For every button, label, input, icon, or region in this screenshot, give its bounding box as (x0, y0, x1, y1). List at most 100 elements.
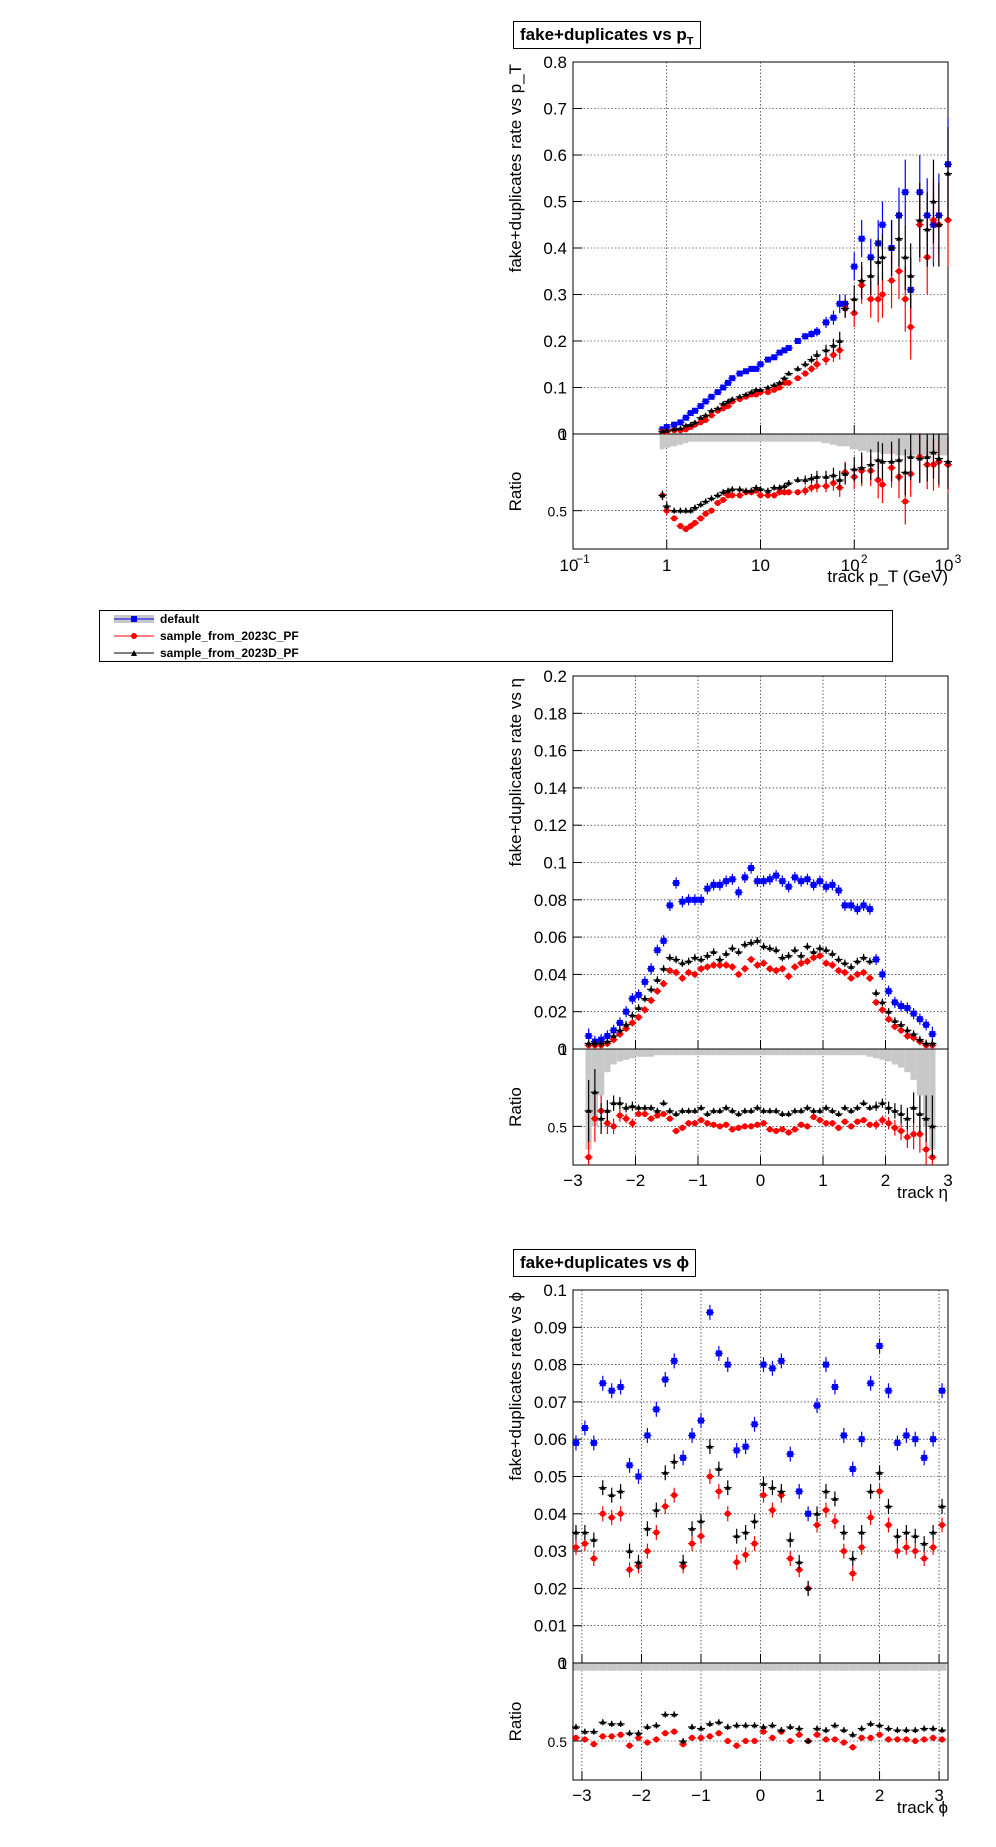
ratio-point-2023c (804, 1123, 811, 1130)
data-point-default (902, 189, 909, 196)
data-point-default (753, 365, 760, 372)
ratio-point-2023d (791, 1107, 798, 1113)
data-point-default (660, 937, 667, 944)
y-axis-title: fake+duplicates rate vs η (506, 678, 525, 867)
ratio-point-2023d (867, 1720, 874, 1726)
y-tick-label: 0.8 (543, 53, 567, 72)
data-point-2023c (741, 965, 748, 972)
ratio-band-bin (829, 1049, 836, 1056)
ratio-point-2023c (791, 1126, 798, 1133)
data-point-2023d (679, 960, 686, 966)
legend-symbol-2023d (114, 650, 154, 656)
ratio-point-2023d (663, 503, 670, 509)
data-point-default (748, 865, 755, 872)
ratio-point-2023c (708, 507, 715, 514)
ratio-band-bin (791, 1049, 798, 1056)
ratio-band-bin (816, 1049, 823, 1056)
y-tick-label: 0.7 (543, 100, 567, 119)
ratio-band-bin (804, 1049, 811, 1056)
data-point-2023c (835, 967, 842, 974)
ratio-band-bin (803, 1663, 813, 1671)
ratio-point-2023d (691, 504, 698, 510)
data-point-default (585, 1032, 592, 1039)
ratio-point-2023d (598, 1115, 605, 1121)
ratio-band-bin (729, 1049, 736, 1056)
y-tick-label: 0.12 (534, 816, 567, 835)
data-point-2023d (626, 1548, 633, 1554)
ratio-band-bin (884, 1663, 893, 1671)
legend: default sample_from_2023C_PF sample_from… (99, 610, 893, 662)
data-point-2023d (842, 305, 849, 311)
data-point-2023d (851, 296, 858, 302)
data-point-default (930, 1436, 937, 1443)
ratio-band-bin (730, 434, 736, 442)
pt-title-text: fake+duplicates vs p (520, 25, 687, 44)
y-tick-label: 0.3 (543, 286, 567, 305)
ratio-band-bin (910, 1663, 920, 1671)
ratio-point-2023c (764, 492, 771, 499)
ratio-band-bin (723, 1663, 733, 1671)
data-point-2023c (644, 1548, 651, 1555)
ratio-band-bin (678, 1663, 688, 1671)
data-point-default (840, 1432, 847, 1439)
ratio-point-2023d (610, 1100, 617, 1106)
data-point-2023c (867, 296, 874, 303)
data-point-2023c (742, 1551, 749, 1558)
data-point-2023d (930, 1529, 937, 1535)
ratio-band-bin (742, 434, 749, 442)
ratio-band-bin (725, 434, 731, 442)
data-point-2023d (898, 1021, 905, 1027)
legend-entry-2023c: sample_from_2023C_PF (104, 628, 504, 644)
data-point-2023d (873, 990, 880, 996)
x-tick-label: 3 (943, 1171, 952, 1190)
data-point-2023d (635, 1559, 642, 1565)
data-point-default (823, 319, 830, 326)
data-point-2023c (702, 417, 709, 424)
y-tick-label: 0 (558, 1654, 567, 1673)
ratio-point-2023c (779, 1126, 786, 1133)
ratio-band-bin (703, 434, 709, 442)
ratio-point-2023d (644, 1723, 651, 1729)
ratio-band-bin (830, 1663, 840, 1671)
ratio-band-bin (648, 1049, 655, 1057)
y-tick-label: 0.04 (534, 1505, 567, 1524)
ratio-point-2023c (662, 1730, 669, 1737)
ratio-point-2023c (585, 1154, 592, 1161)
data-point-2023d (835, 956, 842, 962)
data-point-2023d (714, 405, 721, 411)
data-point-2023d (715, 1466, 722, 1472)
data-point-default (729, 375, 736, 382)
ratio-point-2023c (773, 1127, 780, 1134)
data-point-2023d (599, 1484, 606, 1490)
data-point-default (923, 1021, 930, 1028)
data-point-default (710, 881, 717, 888)
ratio-point-2023d (794, 477, 801, 482)
ratio-point-2023c (660, 1110, 667, 1117)
ratio-point-2023c (848, 1123, 855, 1130)
ratio-band-bin (629, 1049, 636, 1059)
data-point-2023d (671, 1458, 678, 1464)
data-point-2023d (720, 400, 727, 406)
data-point-2023c (903, 1544, 910, 1551)
data-point-default (704, 885, 711, 892)
data-point-default (662, 1376, 669, 1383)
x-tick-label: 10 (560, 556, 579, 575)
ratio-point-2023c (787, 1738, 794, 1744)
data-point-default (791, 874, 798, 881)
data-point-2023d (888, 245, 895, 250)
ratio-point-2023d (835, 1110, 842, 1116)
data-point-2023d (773, 947, 780, 953)
data-point-2023c (599, 1510, 606, 1517)
ratio-point-2023c (813, 483, 820, 490)
data-point-default (898, 1003, 905, 1010)
x-tick-label: 3 (934, 1786, 943, 1805)
ratio-band-bin (705, 1663, 715, 1671)
ratio-point-2023c (685, 1120, 692, 1127)
y-tick-label: 0.08 (534, 1356, 567, 1375)
ratio-point-2023d (742, 1722, 749, 1728)
ratio-point-2023c (572, 1734, 579, 1741)
ratio-point-2023c (590, 1741, 597, 1748)
ratio-point-2023c (741, 1123, 748, 1130)
data-point-default (929, 1031, 936, 1038)
ratio-band-bin (848, 1049, 855, 1056)
